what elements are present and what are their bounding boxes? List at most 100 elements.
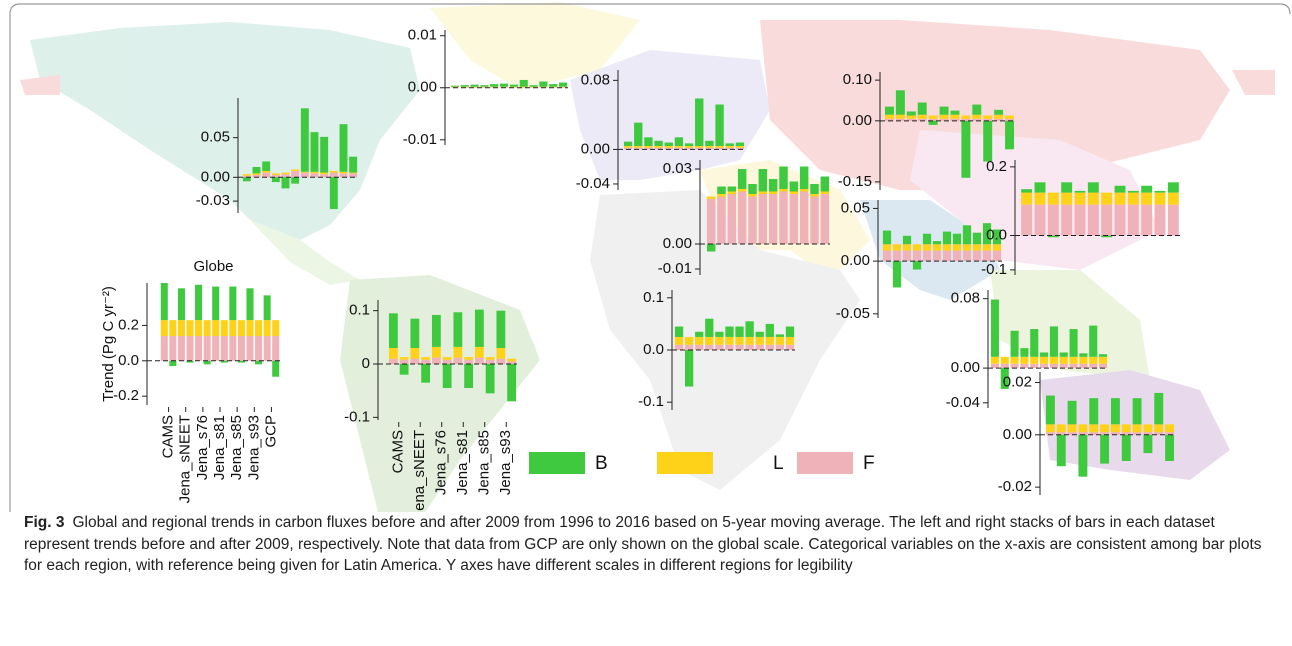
bar-segment xyxy=(1087,192,1099,205)
bar-segment xyxy=(695,344,704,350)
bar-segment xyxy=(310,171,319,174)
bar-segment xyxy=(262,170,271,173)
bar-segment xyxy=(1078,424,1088,433)
bar-segment xyxy=(768,191,778,194)
y-tick-label: -0.15 xyxy=(838,173,872,190)
bar-segment xyxy=(450,85,459,87)
bar-segment xyxy=(664,147,673,150)
bar-segment xyxy=(982,244,992,251)
bar-segment xyxy=(1143,424,1153,433)
bar-segment xyxy=(990,356,999,364)
bar-segment xyxy=(962,244,972,251)
bar-segment xyxy=(252,174,261,178)
bar-segment xyxy=(755,344,764,350)
bar-segment xyxy=(421,359,431,364)
y-tick-label: 0.00 xyxy=(581,140,610,157)
y-tick-label: 0.1 xyxy=(643,289,664,306)
bar-segment xyxy=(500,83,509,87)
bar-segment xyxy=(229,320,237,337)
bar-segment xyxy=(203,336,211,361)
bar-segment xyxy=(810,194,819,197)
bar-segment xyxy=(1100,432,1110,435)
caption: Fig. 3 Global and regional trends in carb… xyxy=(24,512,1264,577)
bar-segment xyxy=(442,359,452,364)
bar-segment xyxy=(725,326,734,337)
bar-segment xyxy=(634,122,643,146)
bar-segment xyxy=(229,286,237,321)
bar-segment xyxy=(1114,204,1126,236)
bar-segment xyxy=(559,87,568,88)
bar-segment xyxy=(745,344,754,350)
bar-segment xyxy=(654,147,663,150)
bar-segment xyxy=(519,86,528,88)
bar-segment xyxy=(559,82,568,87)
bar-segment xyxy=(1078,434,1088,477)
bar-segment xyxy=(674,147,684,150)
bar-segment xyxy=(735,344,744,350)
bar-segment xyxy=(1074,190,1086,193)
y-tick-label: 0.00 xyxy=(951,359,980,376)
bar-segment xyxy=(212,320,220,337)
bar-segment xyxy=(169,360,177,367)
bar-segment xyxy=(1000,363,1009,369)
y-tick-label: 0.01 xyxy=(408,27,437,44)
bar-segment xyxy=(882,244,892,251)
bar-segment xyxy=(715,145,724,148)
bar-segment xyxy=(623,145,633,148)
bar-segment xyxy=(470,84,479,87)
bar-segment xyxy=(1127,190,1139,193)
bar-segment xyxy=(654,140,663,146)
bar-segment xyxy=(884,118,894,121)
bar-segment xyxy=(474,309,484,347)
bar-segment xyxy=(755,336,764,345)
y-axis-label: Trend (Pg C yr⁻²) xyxy=(100,286,117,402)
bar-segment xyxy=(882,250,892,262)
bar-segment xyxy=(912,244,922,251)
bar-segment xyxy=(758,169,768,192)
bar-segment xyxy=(1078,432,1088,435)
x-tick-label: Jena_sNEET xyxy=(177,415,194,503)
x-tick-label: Jena_sNEET xyxy=(411,430,428,512)
bar-segment xyxy=(789,181,799,192)
bar-segment xyxy=(775,336,785,345)
bar-segment xyxy=(892,261,902,288)
caption-label: Fig. 3 xyxy=(24,514,65,531)
bar-segment xyxy=(271,177,280,183)
bar-segment xyxy=(431,357,441,364)
bar-segment xyxy=(1045,395,1055,425)
bar-segment xyxy=(895,114,905,119)
bar-segment xyxy=(758,194,768,244)
bar-segment xyxy=(464,364,474,388)
x-tick-label: Jena_s81 xyxy=(211,415,228,480)
bar-segment xyxy=(1056,424,1066,433)
bar-segment xyxy=(1034,192,1046,205)
bar-segment xyxy=(1010,363,1019,369)
bar-segment xyxy=(1110,424,1120,433)
bar-segment xyxy=(779,166,788,189)
y-tick-label: 0.10 xyxy=(843,71,872,88)
caption-text: Global and regional trends in carbon flu… xyxy=(24,514,1262,574)
bar-segment xyxy=(480,87,489,88)
x-tick-label: GCP xyxy=(262,415,279,448)
bar-segment xyxy=(737,189,747,192)
bar-segment xyxy=(906,118,916,121)
bar-segment xyxy=(246,336,254,361)
bar-segment xyxy=(775,344,785,350)
bar-segment xyxy=(220,320,228,337)
bar-segment xyxy=(820,176,830,192)
bar-segment xyxy=(559,86,568,88)
bar-segment xyxy=(785,336,795,345)
bar-segment xyxy=(496,358,506,364)
bar-segment xyxy=(1114,185,1126,193)
bar-segment xyxy=(220,360,228,363)
bar-segment xyxy=(928,120,938,125)
bar-segment xyxy=(715,147,724,150)
bar-segment xyxy=(902,235,912,245)
y-tick-label: 0.02 xyxy=(1003,373,1032,390)
bar-segment xyxy=(917,102,927,115)
bar-segment xyxy=(160,320,168,337)
bar-segment xyxy=(329,172,338,178)
bar-segment xyxy=(1040,352,1049,357)
bar-segment xyxy=(388,358,398,364)
bar-segment xyxy=(785,326,795,337)
